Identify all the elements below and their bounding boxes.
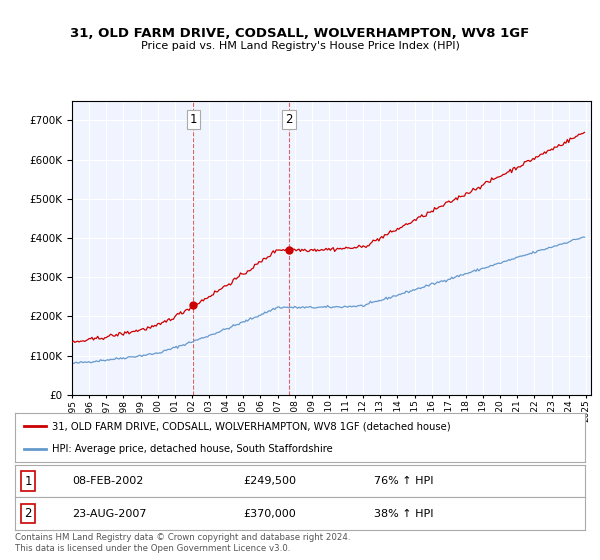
Text: Contains HM Land Registry data © Crown copyright and database right 2024.
This d: Contains HM Land Registry data © Crown c… (15, 533, 350, 553)
Text: 08-FEB-2002: 08-FEB-2002 (72, 476, 143, 486)
Text: 1: 1 (190, 113, 197, 125)
Text: 2: 2 (285, 113, 293, 125)
Text: 38% ↑ HPI: 38% ↑ HPI (374, 508, 434, 519)
Text: Price paid vs. HM Land Registry's House Price Index (HPI): Price paid vs. HM Land Registry's House … (140, 41, 460, 52)
Text: 2: 2 (25, 507, 32, 520)
Text: 76% ↑ HPI: 76% ↑ HPI (374, 476, 434, 486)
Text: £370,000: £370,000 (243, 508, 296, 519)
Text: HPI: Average price, detached house, South Staffordshire: HPI: Average price, detached house, Sout… (52, 444, 333, 454)
Text: 23-AUG-2007: 23-AUG-2007 (72, 508, 146, 519)
Text: £249,500: £249,500 (243, 476, 296, 486)
Text: 1: 1 (25, 474, 32, 488)
Text: 31, OLD FARM DRIVE, CODSALL, WOLVERHAMPTON, WV8 1GF (detached house): 31, OLD FARM DRIVE, CODSALL, WOLVERHAMPT… (52, 421, 451, 431)
Text: 31, OLD FARM DRIVE, CODSALL, WOLVERHAMPTON, WV8 1GF: 31, OLD FARM DRIVE, CODSALL, WOLVERHAMPT… (70, 27, 530, 40)
